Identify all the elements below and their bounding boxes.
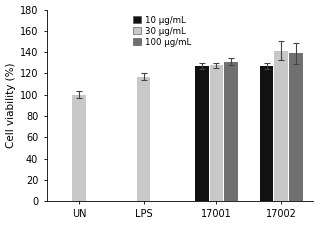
Bar: [289, 53, 302, 201]
Bar: [224, 62, 238, 201]
Bar: [195, 66, 209, 201]
Bar: [137, 76, 151, 201]
Bar: [210, 65, 223, 201]
Bar: [72, 95, 86, 201]
Bar: [260, 66, 273, 201]
Y-axis label: Cell viability (%): Cell viability (%): [5, 63, 16, 148]
Bar: [274, 51, 288, 201]
Legend: 10 μg/mL, 30 μg/mL, 100 μg/mL: 10 μg/mL, 30 μg/mL, 100 μg/mL: [131, 14, 193, 49]
